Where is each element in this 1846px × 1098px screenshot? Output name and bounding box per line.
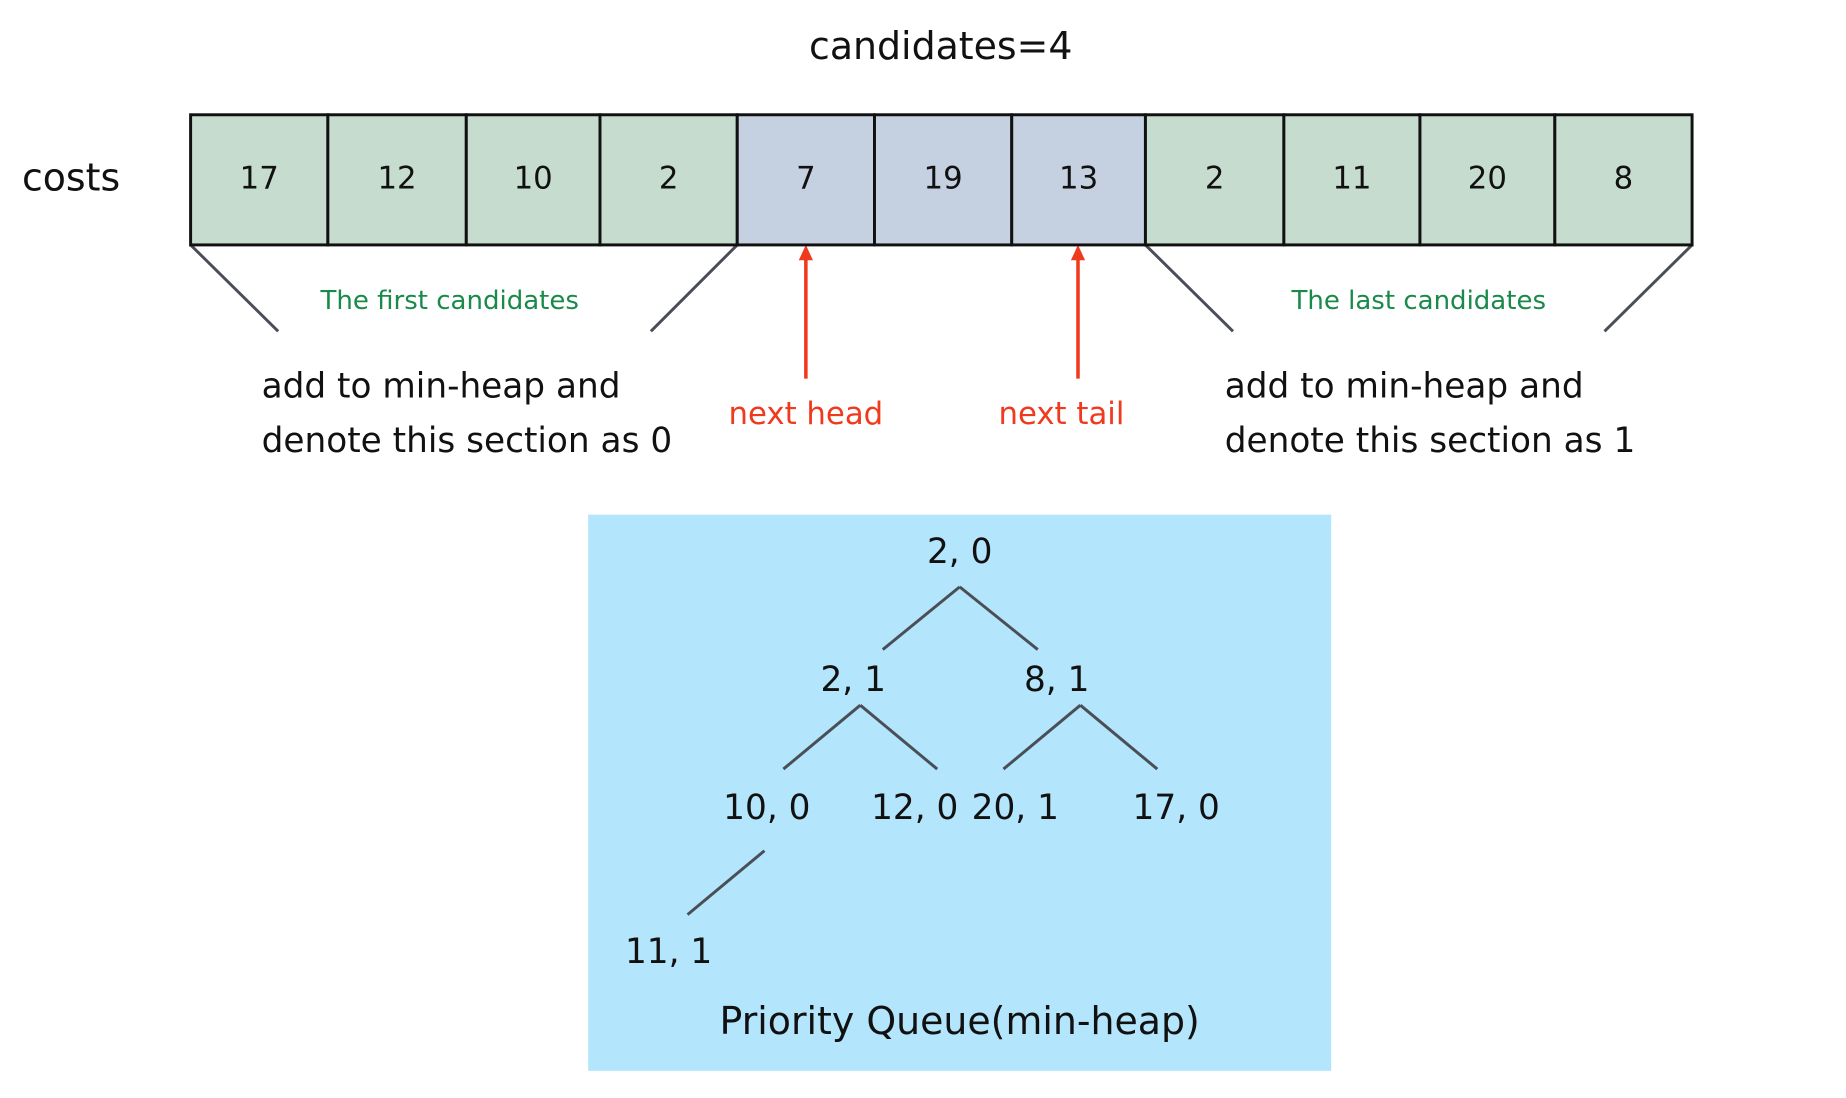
cell-value: 10: [514, 160, 553, 196]
array-cell: [326, 113, 468, 247]
array-cell: [1143, 113, 1286, 247]
heap-node: 10, 0: [723, 788, 810, 828]
tree-edge: [859, 704, 939, 771]
arrows: [798, 244, 1086, 379]
heap-node: 17, 0: [1133, 788, 1220, 828]
cell-value: 2: [1205, 160, 1225, 196]
cell-value: 11: [1332, 160, 1371, 196]
cell-value: 20: [1468, 160, 1507, 196]
array-cell: [873, 113, 1014, 247]
cell-value: 8: [1614, 160, 1634, 196]
arrow-head: [1070, 244, 1086, 261]
tree-edge: [958, 585, 1039, 651]
cell-value: 7: [796, 160, 816, 196]
pointer-label: next head: [729, 396, 884, 432]
cell-value: 2: [659, 160, 679, 196]
tree-edge: [1002, 704, 1082, 771]
tree-edge: [881, 585, 961, 651]
note: add to min-heap and: [1225, 367, 1584, 407]
cell-value: 12: [378, 160, 417, 196]
array-cell: [464, 113, 602, 247]
heap-node: 12, 0: [871, 788, 958, 828]
section-label: The last candidates: [1290, 286, 1546, 316]
tree-edge: [686, 849, 766, 916]
array-cell: [1010, 113, 1147, 247]
section-label: The first candidates: [319, 286, 578, 316]
title: candidates=4: [809, 24, 1072, 68]
array-cell: [1418, 113, 1557, 247]
heap-node: 11, 1: [625, 932, 712, 972]
heap-node: 2, 0: [927, 532, 992, 572]
note: denote this section as 1: [1225, 421, 1636, 461]
pointer-label: next tail: [998, 396, 1124, 432]
note: add to min-heap and: [262, 367, 621, 407]
connectors: [189, 243, 1694, 916]
array-label: costs: [22, 155, 120, 199]
heap-node: 20, 1: [972, 788, 1059, 828]
cell-value: 17: [240, 160, 279, 196]
tree-edge: [1079, 704, 1159, 771]
array-cell: [1553, 113, 1694, 247]
cell-value: 13: [1059, 160, 1098, 196]
heap-node: 2, 1: [820, 660, 885, 700]
bracket: [189, 243, 280, 333]
cell-value: 19: [924, 160, 963, 196]
note: denote this section as 0: [262, 421, 673, 461]
heap-caption: Priority Queue(min-heap): [720, 999, 1200, 1043]
array-cell: [1282, 113, 1422, 247]
heap-node: 8, 1: [1024, 660, 1089, 700]
bracket: [649, 243, 739, 333]
bracket: [1603, 243, 1694, 333]
bracket: [1144, 243, 1235, 333]
array-cell: [735, 113, 876, 247]
array-cell: [189, 113, 330, 247]
tree-edge: [782, 704, 862, 771]
array: 17 12 10 2 7 19 13 2 11 20 8: [189, 113, 1694, 247]
arrow-head: [798, 244, 813, 261]
heap-box: [588, 514, 1332, 1071]
